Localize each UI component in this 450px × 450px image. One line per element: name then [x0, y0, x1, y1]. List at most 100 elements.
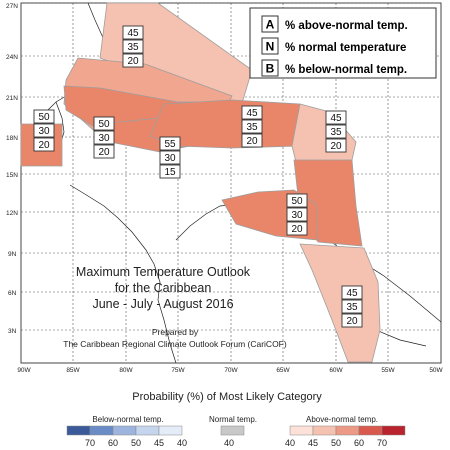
- prob-box: [122, 53, 144, 68]
- prob-box: [159, 136, 181, 151]
- above-tick: 50: [331, 438, 341, 448]
- lat-label: 15N: [6, 172, 18, 179]
- region-stack: 45 35 20: [325, 110, 347, 153]
- prob-value: 45: [346, 288, 358, 299]
- region-stack: 50 30 20: [286, 193, 308, 236]
- region-polygon-greater-antilles: [149, 99, 301, 149]
- key-letter: B: [266, 62, 275, 76]
- lat-label: 6N: [8, 290, 17, 297]
- below-tick: 70: [85, 438, 95, 448]
- above-tick: 60: [354, 438, 364, 448]
- prob-value: 50: [291, 196, 303, 207]
- prob-box: [241, 105, 263, 120]
- prob-box: [325, 138, 347, 153]
- lon-label: 55W: [381, 367, 395, 374]
- above-tick: 40: [285, 438, 295, 448]
- prob-value: 50: [38, 112, 50, 123]
- above-swatch: [381, 425, 406, 436]
- prob-box: [286, 207, 308, 222]
- prob-box: [341, 299, 363, 314]
- prob-value: 50: [98, 119, 110, 130]
- below-swatch: [112, 425, 137, 436]
- normal-swatch: [220, 425, 245, 436]
- prob-value: 35: [346, 302, 358, 313]
- credit-line: Prepared by: [152, 327, 199, 337]
- prob-box: [122, 25, 144, 40]
- above-swatch: [289, 425, 314, 436]
- credit-line: The Caribbean Regional Climate Outlook F…: [63, 339, 287, 349]
- key-letter-box: [261, 59, 279, 77]
- prob-value: 20: [246, 136, 258, 147]
- prob-value: 20: [330, 141, 342, 152]
- region-stack: 50 30 20: [33, 109, 55, 152]
- below-tick: 45: [154, 438, 164, 448]
- above-swatch: [312, 425, 337, 436]
- below-tick: 40: [177, 438, 187, 448]
- region-stack: 50 30 20: [93, 116, 115, 159]
- prob-value: 15: [164, 167, 176, 178]
- category-key: A % above-normal temp. N % normal temper…: [249, 7, 437, 79]
- prob-value: 20: [291, 224, 303, 235]
- prob-box: [325, 124, 347, 139]
- above-tick: 45: [308, 438, 318, 448]
- above-tick: 70: [377, 438, 387, 448]
- prob-value: 20: [127, 56, 139, 67]
- region-stack: 45 35 20: [241, 105, 263, 148]
- prob-box: [93, 116, 115, 131]
- prob-box: [93, 130, 115, 145]
- below-swatch: [66, 425, 91, 436]
- lon-label: 85W: [66, 367, 80, 374]
- key-letter: N: [266, 40, 275, 54]
- below-tick: 60: [108, 438, 118, 448]
- lat-label: 18N: [6, 135, 18, 142]
- prob-value: 45: [246, 108, 258, 119]
- prob-box: [33, 123, 55, 138]
- lat-label: 24N: [6, 54, 18, 61]
- region-polygon-guianas: [299, 243, 381, 363]
- prob-value: 30: [164, 153, 176, 164]
- prob-value: 30: [291, 210, 303, 221]
- lat-label: 27N: [6, 3, 18, 10]
- prob-box: [122, 39, 144, 54]
- prob-value: 20: [98, 147, 110, 158]
- above-swatch: [335, 425, 360, 436]
- lon-label: 50W: [429, 367, 443, 374]
- prob-box: [286, 221, 308, 236]
- lat-label: 21N: [6, 95, 18, 102]
- prob-value: 20: [38, 140, 50, 151]
- below-swatch: [135, 425, 160, 436]
- prob-value: 35: [330, 127, 342, 138]
- prob-value: 20: [346, 316, 358, 327]
- longitude-labels: 90W 85W 80W 75W 70W 65W 60W 55W 50W: [17, 367, 443, 374]
- map-title: Maximum Temperature Outlook for the Cari…: [63, 265, 287, 349]
- legend-title: Probability (%) of Most Likely Category: [132, 391, 322, 403]
- prob-box: [159, 164, 181, 179]
- lon-label: 60W: [329, 367, 343, 374]
- prob-value: 30: [98, 133, 110, 144]
- latitude-labels: 27N 24N 21N 18N 15N 12N 9N 6N 3N: [6, 3, 18, 335]
- title-line: for the Caribbean: [115, 281, 212, 295]
- key-letter-box: [261, 37, 279, 55]
- lat-label: 3N: [8, 328, 17, 335]
- lon-label: 90W: [17, 367, 31, 374]
- normal-label: Normal temp.: [209, 415, 257, 424]
- region-stack: 55 30 15: [159, 136, 181, 179]
- region-stack: 45 35 20: [341, 285, 363, 328]
- lon-label: 70W: [224, 367, 238, 374]
- prob-box: [33, 109, 55, 124]
- normal-tick: 40: [224, 438, 234, 448]
- lon-label: 65W: [276, 367, 290, 374]
- probability-stacks: 45 35 20 50 30 20 50 30 20 55 30 15 45 35 20 45 35 20 50 30…: [33, 25, 363, 328]
- prob-box: [241, 133, 263, 148]
- key-letter-box: [261, 15, 279, 33]
- prob-box: [341, 285, 363, 300]
- prob-value: 45: [330, 113, 342, 124]
- prob-value: 35: [127, 42, 139, 53]
- key-frame: [249, 7, 437, 79]
- prob-box: [33, 137, 55, 152]
- below-swatch: [89, 425, 114, 436]
- title-line: June - July - August 2016: [92, 297, 233, 311]
- below-normal-label: Below-normal temp.: [92, 415, 163, 424]
- below-swatch: [158, 425, 183, 436]
